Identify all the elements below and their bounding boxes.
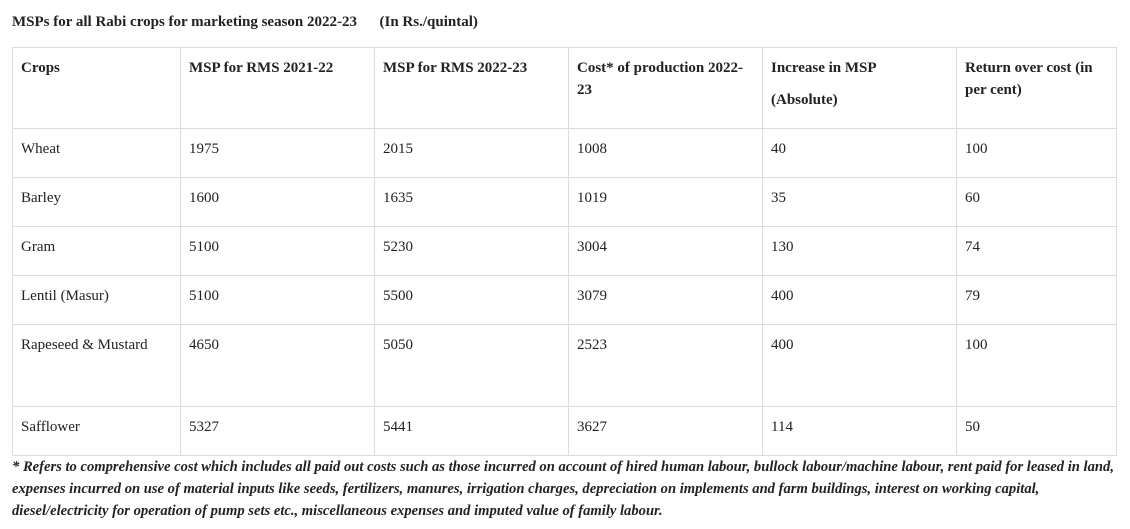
cell-cost: 3079 bbox=[568, 275, 763, 325]
header-increase-in-msp: Increase in MSP (Absolute) bbox=[762, 47, 957, 129]
cell-cost: 1008 bbox=[568, 128, 763, 178]
cell-return: 100 bbox=[956, 128, 1117, 178]
header-msp-2021-22: MSP for RMS 2021-22 bbox=[180, 47, 375, 129]
cell-crop: Barley bbox=[12, 177, 181, 227]
cell-increase: 130 bbox=[762, 226, 957, 276]
cell-crop: Gram bbox=[12, 226, 181, 276]
table-row: Rapeseed & Mustard 4650 5050 2523 400 10… bbox=[12, 324, 1117, 407]
header-msp-2022-23: MSP for RMS 2022-23 bbox=[374, 47, 569, 129]
table-row: Gram 5100 5230 3004 130 74 bbox=[12, 226, 1117, 276]
cell-return: 50 bbox=[956, 406, 1117, 456]
page-title: MSPs for all Rabi crops for marketing se… bbox=[12, 14, 478, 30]
cell-increase: 35 bbox=[762, 177, 957, 227]
cell-msp-2021-22: 4650 bbox=[180, 324, 375, 407]
cell-cost: 1019 bbox=[568, 177, 763, 227]
cell-cost: 3627 bbox=[568, 406, 763, 456]
table-row: Lentil (Masur) 5100 5500 3079 400 79 bbox=[12, 275, 1117, 325]
cell-msp-2022-23: 5441 bbox=[374, 406, 569, 456]
table-row: Barley 1600 1635 1019 35 60 bbox=[12, 177, 1117, 227]
cell-msp-2022-23: 2015 bbox=[374, 128, 569, 178]
cell-increase: 40 bbox=[762, 128, 957, 178]
table-row: Safflower 5327 5441 3627 114 50 bbox=[12, 406, 1117, 456]
cell-increase: 400 bbox=[762, 275, 957, 325]
cell-cost: 3004 bbox=[568, 226, 763, 276]
header-crops: Crops bbox=[12, 47, 181, 129]
header-cost-of-production: Cost* of production 2022-23 bbox=[568, 47, 763, 129]
cell-crop: Safflower bbox=[12, 406, 181, 456]
header-increase-sub: (Absolute) bbox=[771, 92, 838, 108]
header-increase-label: Increase in MSP bbox=[771, 60, 877, 76]
cell-msp-2021-22: 1600 bbox=[180, 177, 375, 227]
cell-return: 79 bbox=[956, 275, 1117, 325]
msp-table: Crops MSP for RMS 2021-22 MSP for RMS 20… bbox=[12, 47, 1117, 456]
cell-increase: 114 bbox=[762, 406, 957, 456]
cell-crop: Rapeseed & Mustard bbox=[12, 324, 181, 407]
cell-msp-2021-22: 1975 bbox=[180, 128, 375, 178]
cell-return: 100 bbox=[956, 324, 1117, 407]
cell-crop: Lentil (Masur) bbox=[12, 275, 181, 325]
cell-msp-2022-23: 5500 bbox=[374, 275, 569, 325]
cell-msp-2022-23: 5050 bbox=[374, 324, 569, 407]
cell-cost: 2523 bbox=[568, 324, 763, 407]
cell-msp-2022-23: 5230 bbox=[374, 226, 569, 276]
cell-msp-2021-22: 5100 bbox=[180, 226, 375, 276]
table-header-row: Crops MSP for RMS 2021-22 MSP for RMS 20… bbox=[12, 47, 1117, 129]
cell-return: 60 bbox=[956, 177, 1117, 227]
header-return-over-cost: Return over cost (in per cent) bbox=[956, 47, 1117, 129]
footnote: * Refers to comprehensive cost which inc… bbox=[12, 459, 1114, 519]
cell-crop: Wheat bbox=[12, 128, 181, 178]
cell-msp-2021-22: 5100 bbox=[180, 275, 375, 325]
cell-increase: 400 bbox=[762, 324, 957, 407]
cell-msp-2021-22: 5327 bbox=[180, 406, 375, 456]
cell-msp-2022-23: 1635 bbox=[374, 177, 569, 227]
cell-return: 74 bbox=[956, 226, 1117, 276]
table-row: Wheat 1975 2015 1008 40 100 bbox=[12, 128, 1117, 178]
